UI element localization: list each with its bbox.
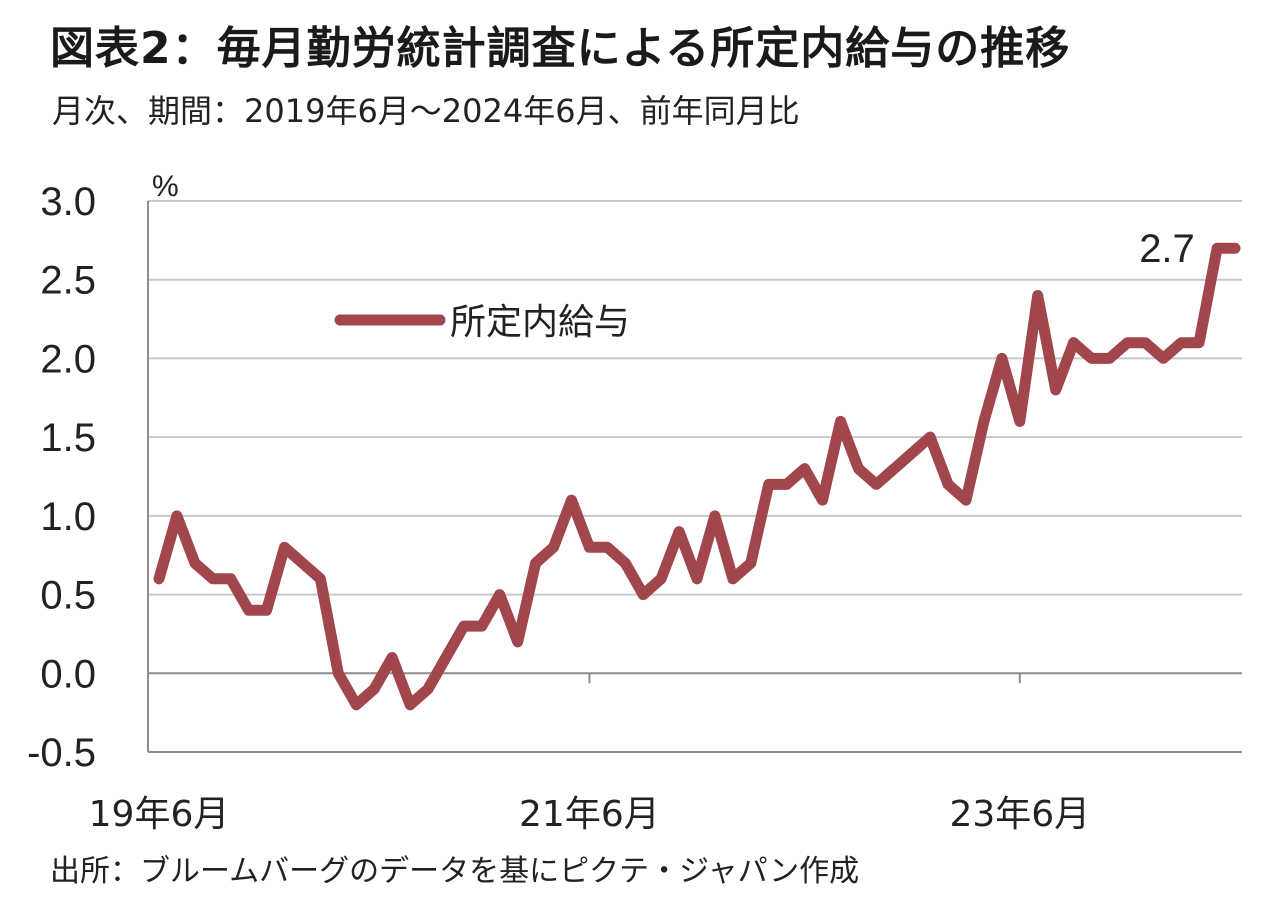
y-tick-label: 1.5 <box>40 416 96 460</box>
y-tick-label: 0.0 <box>40 652 96 696</box>
series-layer <box>153 242 1241 711</box>
legend-label: 所定内給与 <box>450 302 630 343</box>
series-line <box>153 242 1241 711</box>
y-tick-label: 3.0 <box>40 180 96 224</box>
last-value-annotation: 2.7 <box>1139 227 1195 271</box>
source-note: 出所：ブルームバーグのデータを基にピクテ・ジャパン作成 <box>50 854 860 889</box>
chart-subtitle: 月次、期間：2019年6月～2024年6月、前年同月比 <box>52 92 800 130</box>
y-tick-label: 1.0 <box>40 495 96 539</box>
y-tick-label: 0.5 <box>40 574 96 618</box>
x-tick-label: 23年6月 <box>949 794 1090 835</box>
y-tick-label: -0.5 <box>27 731 96 775</box>
x-tick-label: 19年6月 <box>89 794 230 835</box>
x-tick-label: 21年6月 <box>519 794 660 835</box>
axes <box>147 201 1242 753</box>
y-tick-label: 2.5 <box>40 259 96 303</box>
tick-labels: 3.0 2.5 2.0 1.5 1.0 0.5 0.0 -0.5 19年6月 21年6月 23年6月 <box>27 180 1090 835</box>
y-unit-label: % <box>152 170 179 203</box>
chart-title: 図表2：毎月勤労統計調査による所定内給与の推移 <box>50 23 1071 74</box>
y-tick-label: 2.0 <box>40 337 96 381</box>
gridlines <box>148 200 1242 596</box>
legend: 所定内給与 <box>334 302 630 343</box>
